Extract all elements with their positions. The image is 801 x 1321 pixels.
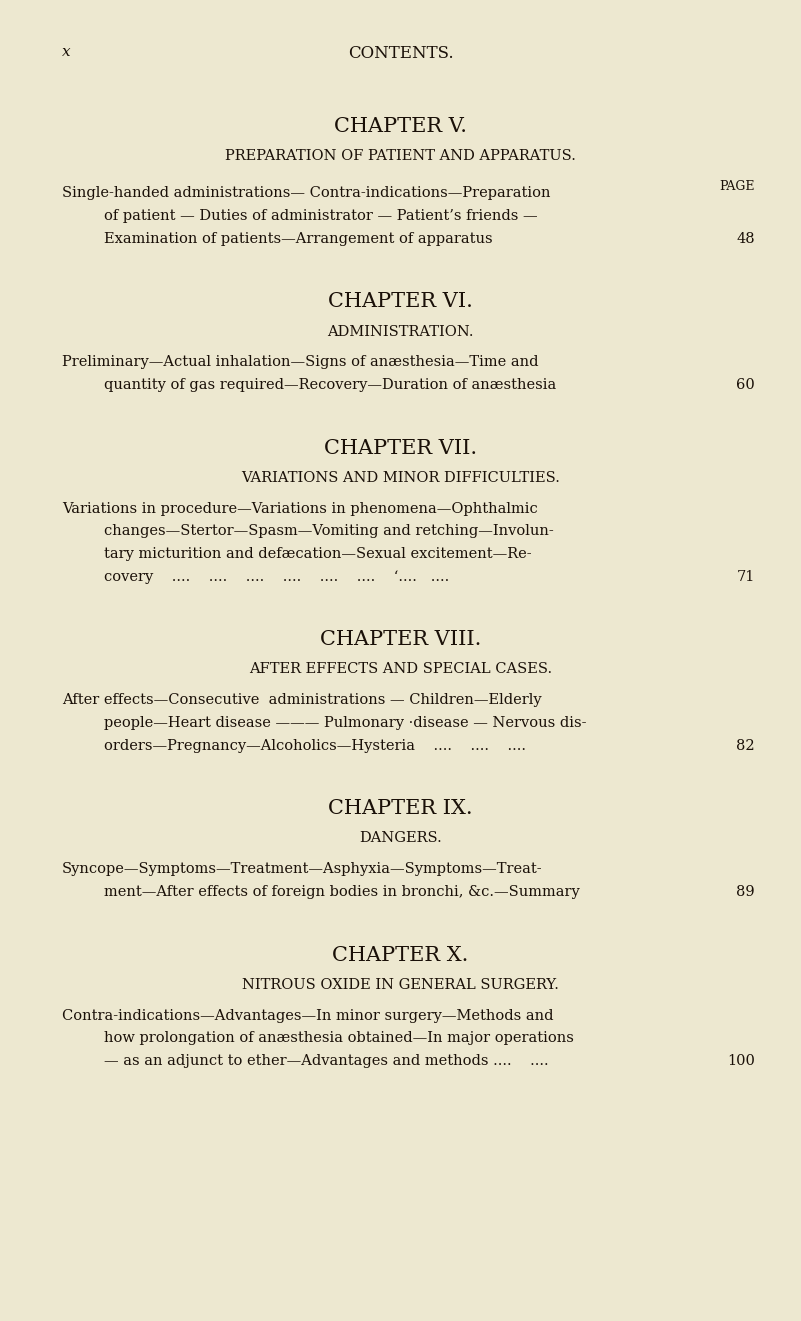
Text: changes—Stertor—Spasm—Vomiting and retching—Involun-: changes—Stertor—Spasm—Vomiting and retch… bbox=[104, 524, 553, 539]
Text: CHAPTER VII.: CHAPTER VII. bbox=[324, 439, 477, 457]
Text: Preliminary—Actual inhalation—Signs of anæsthesia—Time and: Preliminary—Actual inhalation—Signs of a… bbox=[62, 355, 538, 370]
Text: orders—Pregnancy—Alcoholics—Hysteria    ....    ....    ....: orders—Pregnancy—Alcoholics—Hysteria ...… bbox=[104, 738, 526, 753]
Text: 82: 82 bbox=[736, 738, 755, 753]
Text: x: x bbox=[62, 45, 70, 59]
Text: VARIATIONS AND MINOR DIFFICULTIES.: VARIATIONS AND MINOR DIFFICULTIES. bbox=[241, 470, 560, 485]
Text: tary micturition and defæcation—Sexual excitement—Re-: tary micturition and defæcation—Sexual e… bbox=[104, 547, 532, 561]
Text: CHAPTER X.: CHAPTER X. bbox=[332, 946, 469, 964]
Text: 60: 60 bbox=[736, 378, 755, 392]
Text: Examination of patients—Arrangement of apparatus: Examination of patients—Arrangement of a… bbox=[104, 231, 493, 246]
Text: Syncope—Symptoms—Treatment—Asphyxia—Symptoms—Treat-: Syncope—Symptoms—Treatment—Asphyxia—Symp… bbox=[62, 863, 542, 876]
Text: AFTER EFFECTS AND SPECIAL CASES.: AFTER EFFECTS AND SPECIAL CASES. bbox=[249, 662, 552, 676]
Text: covery    ....    ....    ....    ....    ....    ....    ‘....   ....: covery .... .... .... .... .... .... ‘..… bbox=[104, 569, 449, 584]
Text: PREPARATION OF PATIENT AND APPARATUS.: PREPARATION OF PATIENT AND APPARATUS. bbox=[225, 149, 576, 164]
Text: people—Heart disease ——— Pulmonary ·disease — Nervous dis-: people—Heart disease ——— Pulmonary ·dise… bbox=[104, 716, 586, 731]
Text: 89: 89 bbox=[736, 885, 755, 898]
Text: CONTENTS.: CONTENTS. bbox=[348, 45, 453, 62]
Text: After effects—Consecutive  administrations — Children—Elderly: After effects—Consecutive administration… bbox=[62, 694, 541, 707]
Text: 71: 71 bbox=[737, 569, 755, 584]
Text: 48: 48 bbox=[736, 231, 755, 246]
Text: of patient — Duties of administrator — Patient’s friends —: of patient — Duties of administrator — P… bbox=[104, 209, 537, 223]
Text: Single-handed administrations— Contra-indications—Preparation: Single-handed administrations— Contra-in… bbox=[62, 186, 550, 201]
Text: CHAPTER IX.: CHAPTER IX. bbox=[328, 799, 473, 818]
Text: NITROUS OXIDE IN GENERAL SURGERY.: NITROUS OXIDE IN GENERAL SURGERY. bbox=[242, 978, 559, 992]
Text: 100: 100 bbox=[727, 1054, 755, 1067]
Text: DANGERS.: DANGERS. bbox=[359, 831, 442, 845]
Text: CHAPTER VIII.: CHAPTER VIII. bbox=[320, 630, 481, 649]
Text: PAGE: PAGE bbox=[719, 180, 755, 193]
Text: Variations in procedure—Variations in phenomena—Ophthalmic: Variations in procedure—Variations in ph… bbox=[62, 502, 537, 515]
Text: ADMINISTRATION.: ADMINISTRATION. bbox=[328, 325, 473, 338]
Text: — as an adjunct to ether—Advantages and methods ....    ....: — as an adjunct to ether—Advantages and … bbox=[104, 1054, 549, 1067]
Text: CHAPTER VI.: CHAPTER VI. bbox=[328, 292, 473, 312]
Text: CHAPTER V.: CHAPTER V. bbox=[334, 118, 467, 136]
Text: Contra-indications—Advantages—In minor surgery—Methods and: Contra-indications—Advantages—In minor s… bbox=[62, 1009, 553, 1022]
Text: ment—After effects of foreign bodies in bronchi, &c.—Summary: ment—After effects of foreign bodies in … bbox=[104, 885, 580, 898]
Text: how prolongation of anæsthesia obtained—In major operations: how prolongation of anæsthesia obtained—… bbox=[104, 1032, 574, 1045]
Text: quantity of gas required—Recovery—Duration of anæsthesia: quantity of gas required—Recovery—Durati… bbox=[104, 378, 556, 392]
